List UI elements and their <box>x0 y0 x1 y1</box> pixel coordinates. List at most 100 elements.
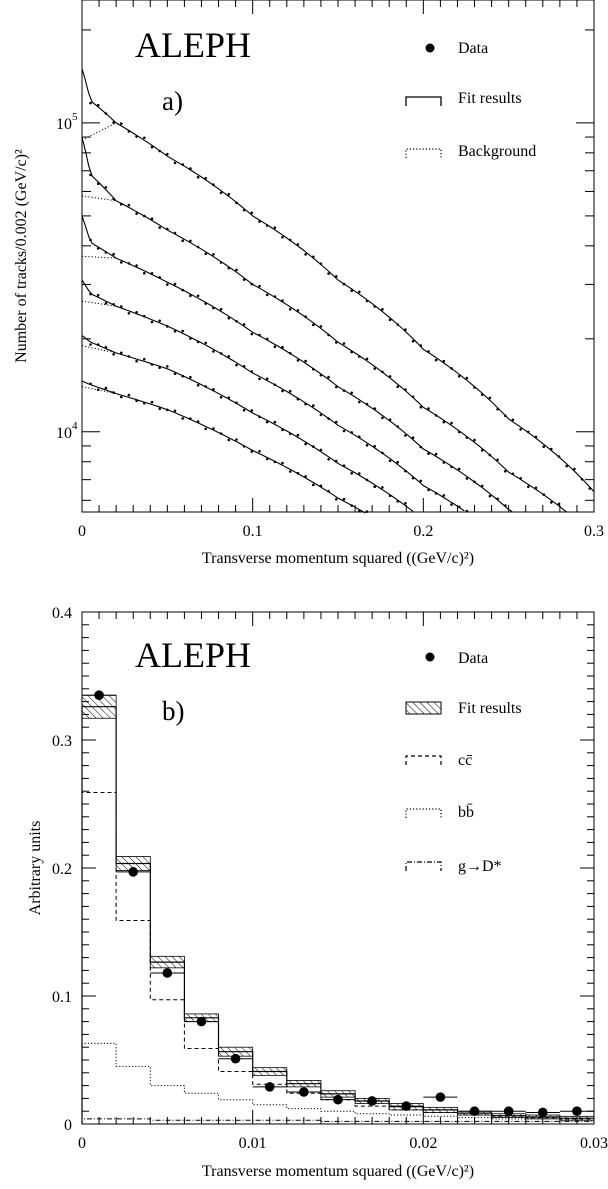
data-point <box>358 472 361 475</box>
data-point <box>104 186 108 189</box>
background-curve <box>81 255 117 259</box>
data-point <box>373 445 377 448</box>
data-point <box>166 152 169 156</box>
data-point <box>296 309 300 312</box>
data-point <box>312 255 315 259</box>
data-point <box>96 182 100 185</box>
data-point <box>196 340 200 344</box>
data-point <box>404 502 407 505</box>
data-point <box>442 461 446 464</box>
data-point <box>327 272 330 275</box>
data-point <box>181 329 184 333</box>
panel-b-data-points <box>82 690 594 1118</box>
data-point <box>242 365 246 368</box>
data-point <box>450 367 453 370</box>
x-tick-label: 0.1 <box>243 523 263 540</box>
data-point <box>189 294 192 298</box>
data-point <box>150 145 154 149</box>
data-point <box>143 314 146 318</box>
data-point <box>89 382 92 386</box>
data-point <box>327 375 330 379</box>
data-point <box>450 421 453 425</box>
data-point <box>143 136 146 140</box>
data-point <box>350 504 354 507</box>
data-point <box>235 438 238 441</box>
data-point <box>503 1106 514 1116</box>
data-point <box>288 352 292 355</box>
data-point <box>135 264 138 267</box>
data-point <box>573 467 576 471</box>
cc-histogram <box>81 792 594 1124</box>
panel-b-experiment-label: ALEPH <box>135 635 251 675</box>
panel-b-histograms <box>81 706 594 1124</box>
data-point <box>488 453 492 457</box>
legend-data-label: Data <box>458 650 488 667</box>
data-point <box>120 203 123 206</box>
data-point <box>104 302 108 305</box>
legend-background-label: Background <box>458 143 536 160</box>
data-point <box>381 370 384 374</box>
data-point <box>404 328 407 331</box>
data-point <box>527 430 530 434</box>
data-point <box>150 320 154 324</box>
x-tick-label: 0.3 <box>584 523 604 540</box>
data-point <box>373 305 377 308</box>
x-tick-label: 0 <box>78 523 86 540</box>
data-point <box>504 504 507 507</box>
data-point <box>350 391 354 395</box>
data-point <box>96 388 100 392</box>
data-point <box>304 442 307 446</box>
data-point <box>358 510 361 513</box>
data-point <box>273 345 277 349</box>
data-point <box>496 458 499 462</box>
data-point <box>434 358 438 362</box>
data-point <box>527 485 530 489</box>
panel-b-fit-band <box>81 694 595 1121</box>
data-point <box>112 303 115 306</box>
data-point <box>127 130 131 133</box>
legend-data-marker <box>425 43 435 53</box>
background-curve <box>81 195 117 202</box>
data-point <box>219 307 223 311</box>
x-tick-label: 0.02 <box>409 1135 437 1152</box>
data-point <box>135 135 138 138</box>
fit-curve <box>81 68 595 493</box>
data-point <box>120 261 123 264</box>
data-point <box>250 282 254 286</box>
data-point <box>542 445 545 449</box>
data-point <box>319 373 323 377</box>
data-point <box>465 477 469 480</box>
g-histogram <box>81 1118 594 1124</box>
x-tick-label: 0.03 <box>580 1135 608 1152</box>
y-tick-exponent: 4 <box>72 420 78 432</box>
data-point <box>96 247 100 250</box>
data-point <box>258 377 261 381</box>
data-point <box>450 503 453 506</box>
data-point <box>273 460 277 464</box>
data-point <box>281 428 284 432</box>
data-point <box>181 374 184 378</box>
data-point <box>219 261 223 264</box>
data-point <box>265 457 269 461</box>
data-point <box>158 366 161 370</box>
data-point <box>365 444 369 447</box>
panel-b-ticks <box>81 611 595 1125</box>
fit-curve <box>81 136 568 513</box>
data-point <box>396 460 400 464</box>
legend-cc-label: cc̄ <box>458 752 472 769</box>
data-point <box>572 1106 582 1116</box>
data-point <box>104 251 108 254</box>
data-point <box>465 376 469 380</box>
data-point <box>350 431 354 434</box>
data-point <box>242 278 246 281</box>
data-point <box>373 407 377 410</box>
data-point <box>242 208 246 212</box>
data-point <box>258 450 261 453</box>
data-point <box>365 510 369 513</box>
data-point <box>120 395 123 399</box>
data-point <box>143 402 146 405</box>
data-point <box>401 1101 412 1111</box>
data-point <box>189 167 192 170</box>
data-point <box>404 434 407 437</box>
